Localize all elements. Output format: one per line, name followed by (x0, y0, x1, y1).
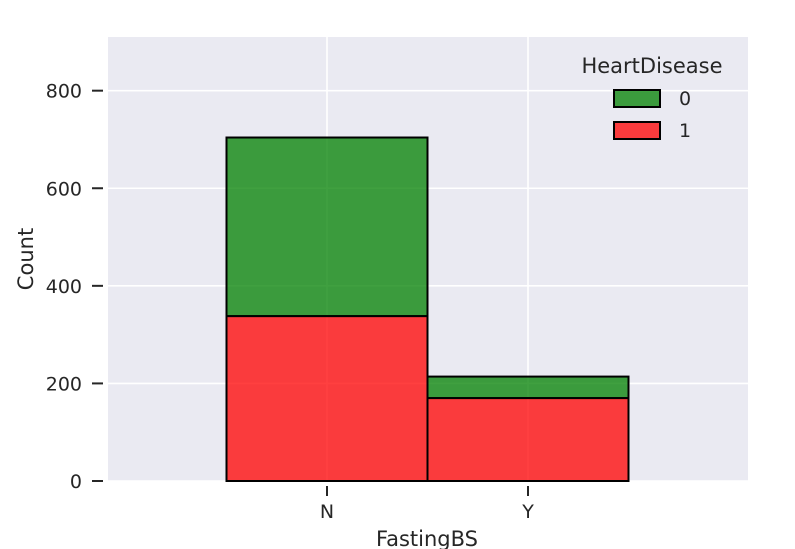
bar-Y-heartdisease-1 (426, 397, 630, 482)
legend-label-1: 1 (679, 120, 691, 142)
x-tick-label: Y (521, 501, 534, 523)
legend-swatch-0 (613, 89, 661, 108)
x-axis-label: FastingBS (376, 527, 478, 549)
y-tick-label: 0 (70, 471, 82, 493)
legend: HeartDisease 0 1 (581, 54, 722, 142)
y-tick-label: 600 (46, 178, 82, 200)
bar-N-heartdisease-0 (225, 136, 429, 318)
y-tick-label: 400 (46, 276, 82, 298)
bar-Y-heartdisease-0 (426, 375, 630, 400)
axes: 0 200 400 600 800 N Y (46, 81, 534, 523)
bars (225, 136, 630, 483)
y-tick-label: 800 (46, 81, 82, 103)
legend-swatch-1 (613, 121, 661, 140)
bar-N-heartdisease-1 (225, 315, 429, 483)
legend-label-0: 0 (679, 88, 691, 110)
y-axis-label: Count (14, 228, 38, 290)
y-tick-label: 200 (46, 373, 82, 395)
x-tick-label: N (320, 501, 334, 523)
legend-title: HeartDisease (581, 54, 722, 78)
